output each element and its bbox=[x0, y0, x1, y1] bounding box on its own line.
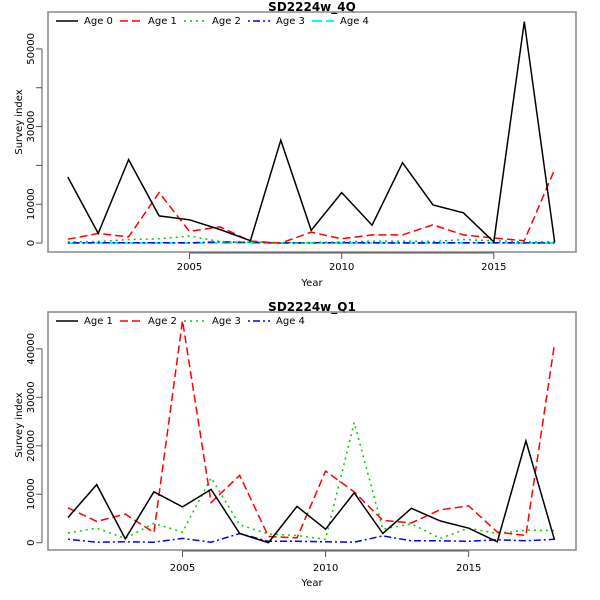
series-line-age-1 bbox=[67, 169, 556, 244]
x-axis-label: Year bbox=[300, 578, 323, 589]
y-axis: 0 10000 30000 50000 bbox=[26, 33, 43, 246]
y-tick-label: 40000 bbox=[26, 333, 37, 365]
legend: Age 1 Age 2 Age 3 Age 4 bbox=[56, 316, 305, 327]
legend-item: Age 1 bbox=[120, 16, 177, 27]
y-axis-label: Survey index bbox=[14, 89, 25, 154]
legend-label: Age 2 bbox=[148, 316, 177, 327]
legend-label: Age 4 bbox=[276, 316, 305, 327]
plot-frame bbox=[47, 11, 577, 253]
y-tick-label: 10000 bbox=[26, 188, 37, 220]
x-tick-label: 2010 bbox=[329, 262, 354, 273]
x-tick-label: 2005 bbox=[170, 563, 195, 574]
series-line-age-4 bbox=[67, 532, 555, 543]
y-tick-label: 0 bbox=[26, 540, 37, 546]
legend-label: Age 3 bbox=[276, 16, 305, 27]
legend-label: Age 1 bbox=[84, 316, 113, 327]
x-tick-label: 2015 bbox=[481, 262, 506, 273]
legend-item: Age 2 bbox=[120, 316, 177, 327]
y-axis-label: Survey index bbox=[14, 392, 25, 457]
series-line-age-2 bbox=[67, 235, 555, 244]
x-axis: 2005 2010 2015 bbox=[177, 252, 507, 273]
x-tick-label: 2005 bbox=[177, 262, 202, 273]
series-line-age-3 bbox=[67, 422, 555, 541]
x-axis: 2005 2010 2015 bbox=[170, 550, 481, 574]
x-tick-label: 2010 bbox=[313, 563, 338, 574]
x-axis-label: Year bbox=[300, 278, 323, 289]
plot-frame bbox=[47, 311, 577, 551]
y-tick-label: 0 bbox=[26, 240, 37, 246]
legend-label: Age 4 bbox=[340, 16, 369, 27]
legend-label: Age 1 bbox=[148, 16, 177, 27]
y-tick-label: 30000 bbox=[26, 111, 37, 143]
y-tick-label: 30000 bbox=[26, 381, 37, 413]
y-tick-label: 10000 bbox=[26, 478, 37, 510]
x-tick-label: 2015 bbox=[456, 563, 481, 574]
legend-item: Age 2 bbox=[184, 16, 241, 27]
legend-item: Age 4 bbox=[312, 16, 369, 27]
legend-item: Age 4 bbox=[248, 316, 305, 327]
series-lines bbox=[67, 21, 556, 244]
legend-item: Age 0 bbox=[56, 16, 113, 27]
legend-item: Age 1 bbox=[56, 316, 113, 327]
legend: Age 0 Age 1 Age 2 Age 3 Age 4 bbox=[56, 16, 369, 27]
legend-label: Age 3 bbox=[212, 316, 241, 327]
legend-label: Age 2 bbox=[212, 16, 241, 27]
legend-label: Age 0 bbox=[84, 16, 113, 27]
y-tick-label: 50000 bbox=[26, 33, 37, 65]
y-tick-label: 20000 bbox=[26, 430, 37, 462]
series-lines bbox=[67, 320, 556, 544]
y-axis: 0 10000 20000 30000 40000 bbox=[26, 333, 43, 546]
series-line-age-2 bbox=[67, 320, 556, 539]
series-line-age-3 bbox=[67, 241, 555, 244]
legend-item: Age 3 bbox=[248, 16, 305, 27]
series-line-age-0 bbox=[67, 21, 556, 244]
legend-item: Age 3 bbox=[184, 316, 241, 327]
series-line-age-1 bbox=[67, 438, 556, 544]
